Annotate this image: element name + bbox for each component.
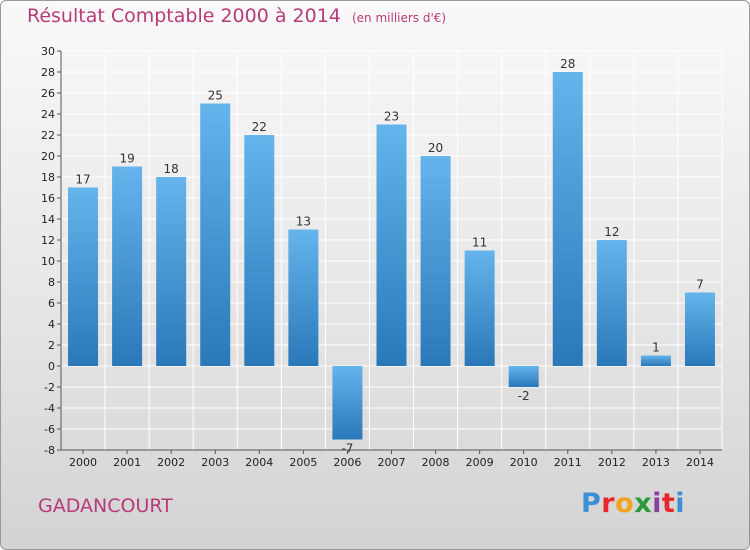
data-label: 23 — [384, 110, 399, 124]
y-tick-label: -2 — [44, 381, 55, 394]
bar-2002 — [156, 177, 187, 366]
bar-2007 — [376, 124, 407, 366]
x-tick-label: 2013 — [642, 456, 670, 469]
bar-2005 — [288, 229, 319, 366]
logo-letter: r — [601, 488, 616, 519]
x-tick-label: 2011 — [554, 456, 582, 469]
chart-title: Résultat Comptable 2000 à 2014 (en milli… — [27, 5, 446, 27]
bar-2004 — [244, 135, 275, 366]
y-tick-label: -4 — [44, 402, 55, 415]
x-tick-label: 2010 — [510, 456, 538, 469]
bar-2014 — [684, 292, 715, 366]
y-tick-label: -6 — [44, 423, 55, 436]
y-tick-label: 12 — [41, 234, 55, 247]
x-tick-label: 2012 — [598, 456, 626, 469]
bar-2003 — [200, 103, 231, 366]
data-label: 7 — [696, 278, 704, 292]
y-tick-label: 14 — [41, 213, 55, 226]
title-unit: (en milliers d'€) — [351, 11, 447, 25]
x-tick-label: 2005 — [289, 456, 317, 469]
data-label: 18 — [164, 162, 179, 176]
logo-letter: i — [652, 488, 662, 519]
y-tick-label: 8 — [48, 276, 55, 289]
data-label: 12 — [604, 225, 619, 239]
logo-letter: t — [661, 488, 676, 519]
data-label: 22 — [252, 120, 267, 134]
bar-2010 — [508, 366, 539, 387]
y-tick-label: 10 — [41, 255, 55, 268]
data-label: 17 — [75, 173, 90, 187]
bar-2013 — [640, 355, 671, 366]
logo-letter: o — [615, 488, 635, 519]
bar-2012 — [596, 240, 627, 366]
logo-letter: x — [634, 488, 653, 519]
x-tick-label: 2003 — [201, 456, 229, 469]
bar-2008 — [420, 156, 451, 366]
x-tick-label: 2000 — [69, 456, 97, 469]
y-tick-label: 2 — [48, 339, 55, 352]
x-tick-label: 2014 — [686, 456, 714, 469]
x-tick-label: 2007 — [378, 456, 406, 469]
bar-2006 — [332, 366, 363, 440]
logo-letter: P — [581, 488, 602, 519]
y-tick-label: 26 — [41, 87, 55, 100]
data-label: 13 — [296, 215, 311, 229]
title-main: Résultat Comptable 2000 à 2014 — [27, 5, 341, 27]
x-tick-label: 2009 — [466, 456, 494, 469]
data-label: -7 — [341, 442, 353, 456]
y-tick-label: 6 — [48, 297, 55, 310]
data-label: 25 — [208, 89, 223, 103]
data-label: -2 — [518, 389, 530, 403]
data-label: 20 — [428, 141, 443, 155]
y-tick-label: 16 — [41, 192, 55, 205]
commune-name: GADANCOURT — [38, 495, 173, 517]
x-tick-label: 2002 — [157, 456, 185, 469]
bar-2000 — [68, 187, 99, 366]
y-tick-label: 30 — [41, 45, 55, 58]
y-tick-label: 28 — [41, 66, 55, 79]
y-tick-label: 20 — [41, 150, 55, 163]
bars — [68, 72, 715, 440]
bar-2009 — [464, 250, 495, 366]
proxiti-logo: Proxiti — [581, 488, 685, 519]
data-label: 1 — [652, 341, 660, 355]
y-tick-label: 22 — [41, 129, 55, 142]
bar-2011 — [552, 72, 583, 366]
y-tick-label: 4 — [48, 318, 55, 331]
y-tick-label: -8 — [44, 444, 55, 457]
y-tick-label: 0 — [48, 360, 55, 373]
x-tick-label: 2006 — [333, 456, 361, 469]
x-tick-label: 2001 — [113, 456, 141, 469]
y-tick-label: 24 — [41, 108, 55, 121]
x-tick-label: 2004 — [245, 456, 273, 469]
data-label: 28 — [560, 57, 575, 71]
bar-2001 — [112, 166, 143, 366]
x-tick-label: 2008 — [422, 456, 450, 469]
logo-letter: i — [675, 488, 686, 519]
data-label: 19 — [119, 152, 134, 166]
y-tick-label: 18 — [41, 171, 55, 184]
data-label: 11 — [472, 236, 487, 250]
